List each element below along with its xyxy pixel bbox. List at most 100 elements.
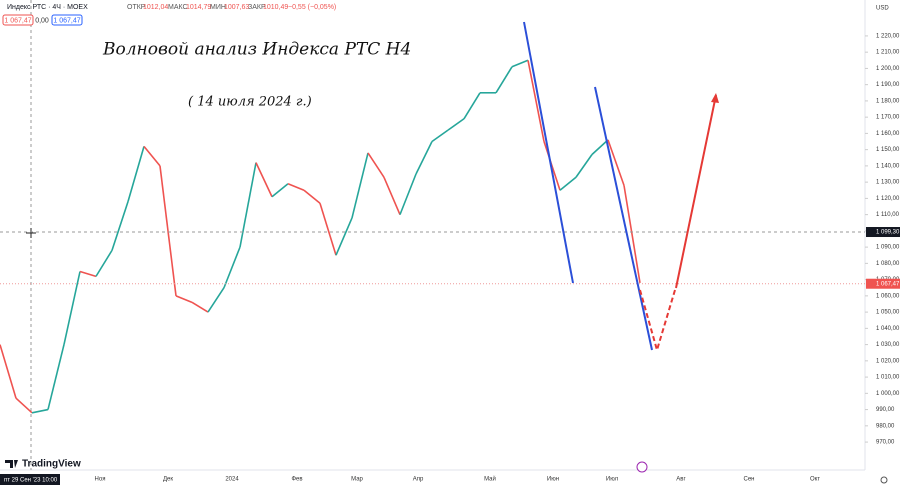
- price-segment: [591, 139, 609, 156]
- trend-line: [523, 21, 574, 284]
- y-tick-label: 1 180,00: [876, 98, 900, 104]
- y-tick-label: 990,00: [876, 407, 895, 413]
- x-tick-label: Окт: [810, 477, 820, 483]
- price-segment: [463, 92, 481, 120]
- price-segment: [623, 185, 641, 283]
- trend-line: [594, 86, 653, 351]
- x-tick-label: Авг: [676, 477, 686, 483]
- price-segment: [559, 176, 577, 191]
- y-tick-label: 1 090,00: [876, 245, 900, 251]
- y-tick-label: 1 000,00: [876, 391, 900, 397]
- x-tick-label: Май: [484, 476, 496, 483]
- price-segment: [31, 408, 49, 414]
- price-segment: [239, 162, 257, 248]
- ask-badge[interactable]: [51, 14, 83, 26]
- y-tick-label: 980,00: [876, 423, 895, 429]
- x-tick-label: Дек: [163, 477, 173, 483]
- annotation-title: Волновой анализ Индекса РТС Н4: [102, 40, 411, 60]
- price-segment: [271, 183, 289, 198]
- price-segment: [15, 397, 33, 414]
- price-segment: [191, 301, 209, 313]
- forecast-dashed: [639, 289, 676, 354]
- y-tick-label: 1 050,00: [876, 310, 900, 316]
- y-tick-label: 1 030,00: [876, 342, 900, 348]
- x-tick-label: Сен: [744, 477, 755, 483]
- plot: [0, 59, 865, 414]
- price-segment: [319, 203, 337, 256]
- bid: 1 067,47: [4, 17, 31, 24]
- price-segment: [607, 139, 625, 186]
- high: 1014,79: [186, 4, 211, 11]
- symbol: Индекс РТС · 4Ч · MOEX: [7, 4, 88, 11]
- price-segment: [95, 249, 113, 277]
- price-segment: [223, 246, 241, 289]
- high-label: МАКС: [168, 4, 188, 11]
- crosshair-cursor: [26, 228, 36, 238]
- brand: TradingView: [22, 459, 81, 470]
- price-segment: [511, 59, 529, 68]
- settings-icon[interactable]: [880, 476, 888, 484]
- price-segment: [255, 162, 273, 198]
- price-segment: [303, 189, 321, 204]
- x-tick-label: Апр: [413, 477, 424, 483]
- annotation-date: ( 14 июля 2024 г.): [188, 95, 312, 110]
- low-label: МИН: [210, 4, 226, 11]
- y-tick-label: 1 130,00: [876, 180, 900, 186]
- cursor-time: пт 29 Сен '23 10:00: [4, 478, 58, 484]
- cursor-time-box: [0, 474, 60, 485]
- logo: [5, 460, 18, 468]
- price-segment: [495, 66, 513, 94]
- price-segment: [47, 344, 65, 410]
- x-tick-label: Ноя: [95, 477, 106, 483]
- y-tick-label: 1 040,00: [876, 326, 900, 332]
- y-tick-label: 1 080,00: [876, 261, 900, 267]
- y-tick-label: 1 110,00: [876, 212, 900, 218]
- close: 1010,49: [263, 4, 288, 11]
- crosshair-price: 1 099,30: [876, 230, 900, 236]
- price-segment: [207, 287, 225, 313]
- event-icon[interactable]: [636, 461, 648, 473]
- price-segment: [367, 152, 385, 178]
- price-segment: [175, 295, 193, 304]
- price-segment: [335, 217, 353, 256]
- price-segment: [399, 173, 417, 215]
- currency: USD: [876, 6, 889, 12]
- y-tick-label: 1 170,00: [876, 115, 900, 121]
- price-segment: [79, 270, 97, 278]
- ask: 1 067,47: [53, 17, 80, 24]
- x-tick-label: Фев: [291, 477, 302, 483]
- y-tick-label: 1 140,00: [876, 163, 900, 169]
- y-tick-label: 1 190,00: [876, 82, 900, 88]
- bid-badge[interactable]: [2, 14, 34, 26]
- x-tick-label: Июл: [606, 477, 619, 483]
- price-segment: [351, 152, 369, 219]
- y-tick-label: 1 010,00: [876, 375, 900, 381]
- price-segment: [415, 141, 433, 175]
- price-segment: [143, 145, 161, 167]
- y-tick-label: 1 160,00: [876, 131, 900, 137]
- x-tick-label: Мар: [351, 477, 363, 483]
- x-tick-label: 2024: [225, 477, 239, 483]
- price-segment: [527, 60, 545, 142]
- y-tick-label: 1 150,00: [876, 147, 900, 153]
- price-segment: [63, 271, 81, 345]
- low: 1007,63: [224, 4, 249, 11]
- y-tick-label: 1 060,00: [876, 293, 900, 299]
- price-segment: [111, 201, 129, 251]
- forecast-arrow: [711, 93, 719, 103]
- open: 1012,04: [143, 4, 168, 11]
- price-segment: [287, 183, 305, 192]
- price-segment: [159, 165, 177, 296]
- price-segment: [127, 146, 145, 202]
- y-tick-label: 1 120,00: [876, 196, 900, 202]
- change: −0,55 (−0,05%): [288, 4, 336, 11]
- price-segment: [383, 176, 401, 215]
- price-segment: [447, 118, 465, 131]
- x-tick-label: Июн: [547, 477, 559, 483]
- time-axis: Ноя Дек 2024 Фев Мар Апр Май Июн Июл Авг Сен Окт: [95, 476, 821, 483]
- price-axis: 970,00 980,00 990,00 1 000,00 1 010,00 1 020,…: [865, 34, 900, 446]
- y-tick-label: 1 210,00: [876, 50, 900, 56]
- last-price-box: [866, 278, 900, 289]
